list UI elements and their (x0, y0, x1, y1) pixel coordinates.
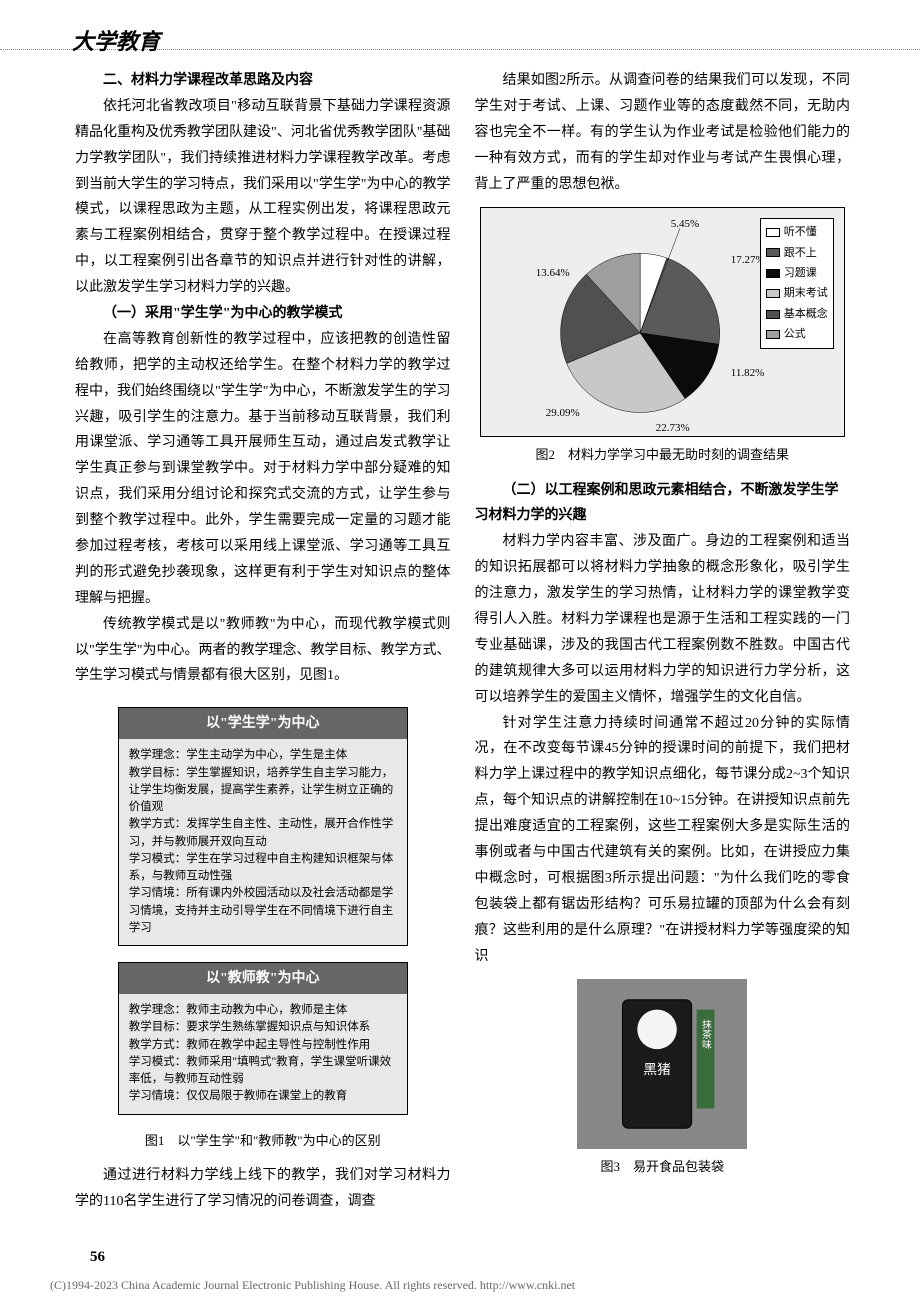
legend-item: 听不懂 (784, 222, 817, 242)
figure-3: 黑猪 抹茶味 图3 易开食品包装袋 (475, 979, 851, 1179)
page-header: 大学教育 (0, 0, 920, 50)
paragraph: 依托河北省教改项目"移动互联背景下基础力学课程资源精品化重构及优秀教学团队建设"… (75, 94, 451, 301)
pie-label: 5.45% (671, 214, 699, 234)
model-box-teacher: 以"教师教"为中心 教学理念：教师主动教为中心，教师是主体 教学目标：要求学生熟… (118, 962, 408, 1115)
svg-text:黑猪: 黑猪 (643, 1061, 671, 1077)
model-line: 教学方式：发挥学生自主性、主动性，展开合作性学习，并与教师展开双向互动 (129, 816, 397, 851)
pie-label: 11.82% (731, 363, 765, 383)
pie-label: 22.73% (656, 418, 690, 438)
legend-item: 习题课 (784, 263, 817, 283)
figure-1: 以"学生学"为中心 教学理念：学生主动学为中心，学生是主体 教学目标：学生掌握知… (75, 699, 451, 1152)
page-number: 56 (90, 1244, 105, 1272)
legend-item: 跟不上 (784, 243, 817, 263)
svg-text:抹茶味: 抹茶味 (700, 1019, 712, 1050)
pie-legend: 听不懂 跟不上 习题课 期末考试 基本概念 公式 (760, 218, 834, 348)
model-line: 教学目标：要求学生熟练掌握知识点与知识体系 (129, 1019, 397, 1036)
pie-chart: 5.45% 17.27% 11.82% 22.73% 29.09% 13.64%… (480, 207, 845, 437)
paragraph: 通过进行材料力学线上线下的教学，我们对学习材料力学的110名学生进行了学习情况的… (75, 1163, 451, 1215)
paragraph: 在高等教育创新性的教学过程中，应该把教的创造性留给教师，把学的主动权还给学生。在… (75, 327, 451, 612)
model-line: 学习模式：学生在学习过程中自主构建知识框架与体系，与教师互动性强 (129, 851, 397, 886)
model-line: 教学目标：学生掌握知识，培养学生自主学习能力，让学生均衡发展，提高学生素养，让学… (129, 765, 397, 817)
pie-label: 29.09% (546, 403, 580, 423)
subsection-heading-2-2: （二）以工程案例和思政元素相结合，不断激发学生学习材料力学的兴趣 (475, 478, 851, 530)
model-line: 学习情境：仅仅局限于教师在课堂上的教育 (129, 1088, 397, 1105)
subsection-heading-2-1: （一）采用"学生学"为中心的教学模式 (75, 301, 451, 327)
section-heading-2: 二、材料力学课程改革思路及内容 (75, 68, 451, 94)
model-box-student: 以"学生学"为中心 教学理念：学生主动学为中心，学生是主体 教学目标：学生掌握知… (118, 707, 408, 946)
paragraph: 材料力学内容丰富、涉及面广。身边的工程案例和适当的知识拓展都可以将材料力学抽象的… (475, 529, 851, 710)
paragraph: 传统教学模式是以"教师教"为中心，而现代教学模式则以"学生学"为中心。两者的教学… (75, 612, 451, 690)
main-content: 二、材料力学课程改革思路及内容 依托河北省教改项目"移动互联背景下基础力学课程资… (0, 50, 920, 1220)
legend-item: 基本概念 (784, 304, 828, 324)
figure-1-caption: 图1 以"学生学"和"教师教"为中心的区别 (145, 1129, 381, 1153)
figure-2: 5.45% 17.27% 11.82% 22.73% 29.09% 13.64%… (475, 207, 851, 467)
model-box-student-title: 以"学生学"为中心 (119, 708, 407, 739)
model-line: 教学理念：学生主动学为中心，学生是主体 (129, 747, 397, 764)
model-line: 教学理念：教师主动教为中心，教师是主体 (129, 1002, 397, 1019)
copyright-footer: (C)1994-2023 China Academic Journal Elec… (50, 1274, 575, 1296)
journal-title: 大学教育 (72, 22, 160, 63)
model-box-teacher-title: 以"教师教"为中心 (119, 963, 407, 994)
figure-2-caption: 图2 材料力学学习中最无助时刻的调查结果 (475, 443, 851, 467)
pie-label: 13.64% (536, 263, 570, 283)
model-line: 教学方式：教师在教学中起主导性与控制性作用 (129, 1037, 397, 1054)
paragraph: 针对学生注意力持续时间通常不超过20分钟的实际情况，在不改变每节课45分钟的授课… (475, 711, 851, 970)
model-line: 学习模式：教师采用"填鸭式"教育，学生课堂听课效率低，与教师互动性弱 (129, 1054, 397, 1089)
legend-item: 公式 (784, 324, 806, 344)
model-line: 学习情境：所有课内外校园活动以及社会活动都是学习情境，支持并主动引导学生在不同情… (129, 885, 397, 937)
figure-3-caption: 图3 易开食品包装袋 (475, 1155, 851, 1179)
paragraph: 结果如图2所示。从调查问卷的结果我们可以发现，不同学生对于考试、上课、习题作业等… (475, 68, 851, 197)
legend-item: 期末考试 (784, 283, 828, 303)
figure-3-image: 黑猪 抹茶味 (577, 979, 747, 1149)
